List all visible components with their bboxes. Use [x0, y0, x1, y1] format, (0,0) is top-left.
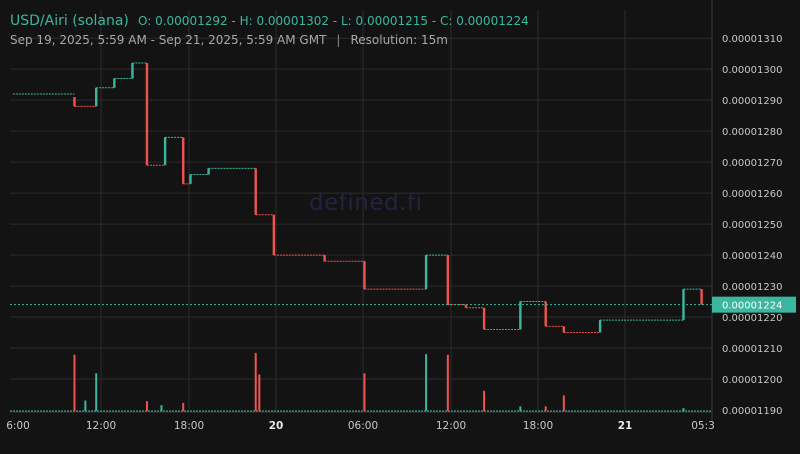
y-tick-label: 0.00001300	[722, 65, 782, 76]
y-tick-label: 0.00001310	[722, 34, 782, 45]
date-range: Sep 19, 2025, 5:59 AM - Sep 21, 2025, 5:…	[10, 33, 327, 47]
watermark: defined.fi	[309, 190, 423, 216]
chart-header: USD/Airi (solana) O: 0.00001292 - H: 0.0…	[10, 10, 529, 29]
last-price-label: 0.00001224	[722, 301, 782, 312]
ohlc-readout: O: 0.00001292 - H: 0.00001302 - L: 0.000…	[138, 14, 529, 28]
x-tick-label: 12:00	[86, 420, 116, 432]
x-tick-label: 6:00	[6, 420, 30, 432]
y-tick-label: 0.00001220	[722, 313, 782, 324]
y-tick-label: 0.00001250	[722, 220, 782, 231]
y-tick-label: 0.00001290	[722, 96, 782, 107]
separator: |	[336, 33, 341, 47]
y-tick-label: 0.00001240	[722, 251, 782, 262]
y-tick-label: 0.00001210	[722, 344, 782, 355]
y-tick-label: 0.00001200	[722, 375, 782, 386]
y-tick-label: 0.00001270	[722, 158, 782, 169]
x-tick-label: 18:00	[523, 420, 553, 432]
y-tick-label: 0.00001280	[722, 127, 782, 138]
x-tick-label: 20	[269, 420, 284, 432]
last-price-badge	[712, 296, 796, 313]
y-tick-label: 0.00001190	[722, 406, 782, 417]
pair-title: USD/Airi (solana)	[10, 13, 129, 29]
y-tick-label: 0.00001260	[722, 189, 782, 200]
x-tick-label: 18:00	[174, 420, 204, 432]
x-tick-label: 21	[618, 420, 633, 432]
resolution-label: Resolution: 15m	[350, 33, 448, 47]
y-tick-label: 0.00001230	[722, 282, 782, 293]
chart-subheader: Sep 19, 2025, 5:59 AM - Sep 21, 2025, 5:…	[10, 33, 448, 47]
x-tick-label: 06:00	[348, 420, 378, 432]
x-tick-label: 12:00	[436, 420, 466, 432]
x-tick-label: 05:3	[691, 420, 715, 432]
